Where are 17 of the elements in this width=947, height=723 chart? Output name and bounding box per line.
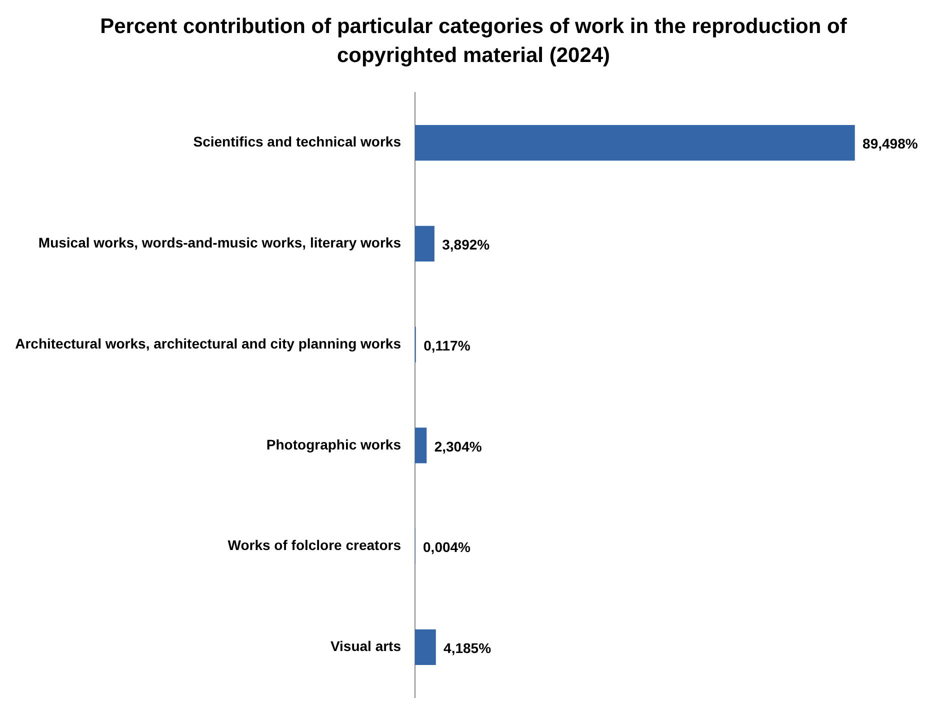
bar <box>415 125 855 161</box>
bar <box>415 226 434 262</box>
data-label: 3,892% <box>442 236 490 253</box>
data-label: 0,117% <box>424 337 471 354</box>
bar <box>415 629 436 665</box>
y-tick-label: Musical works, words-and-music works, literary works <box>38 234 402 251</box>
bar <box>415 428 427 464</box>
y-tick-label: Photographic works <box>266 436 402 452</box>
y-tick-label: Visual arts <box>330 638 402 654</box>
y-tick-label: Architectural works, architectural and city planning works <box>15 335 402 352</box>
chart-title: Percent contribution of particular categories of work in the reproduction of copyrighted material (2024) <box>99 14 848 69</box>
data-label: 2,304% <box>434 438 482 454</box>
data-label: 0,004% <box>423 539 472 556</box>
data-label: 4,185% <box>444 640 492 656</box>
data-label: 89,498% <box>862 136 918 152</box>
y-tick-label: Scientifics and technical works <box>193 134 402 150</box>
y-tick-label: Works of folclore creators <box>228 537 402 554</box>
